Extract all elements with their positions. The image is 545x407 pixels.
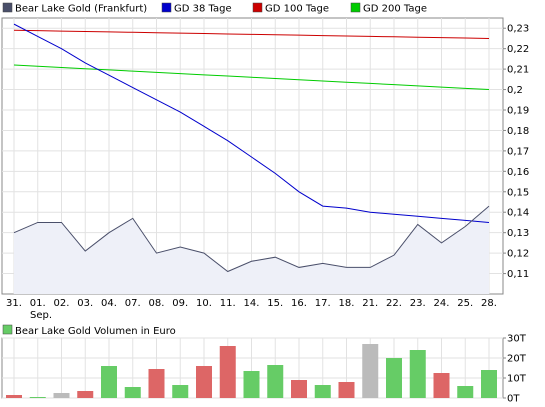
price-y-tick-label: 0,16	[507, 167, 529, 178]
price-y-tick-label: 0,15	[507, 187, 529, 198]
volume-y-tick-label: 20T	[507, 354, 527, 365]
x-tick-label: 16.	[291, 298, 307, 309]
volume-y-tick-label: 0T	[507, 394, 520, 405]
series-line-0	[13, 205, 490, 273]
volume-panel: Bear Lake Gold Volumen in Euro 0T 10T 20T 3…	[1, 324, 527, 405]
volume-bar	[457, 386, 474, 398]
price-y-tick-label: 0,19	[507, 106, 529, 117]
x-tick-label: 10.	[196, 298, 212, 309]
series-line-2	[13, 29, 490, 39]
volume-bar	[481, 370, 497, 398]
volume-bar	[101, 366, 117, 398]
x-tick-label: 09.	[172, 298, 188, 309]
x-tick-label: 25.	[457, 298, 473, 309]
volume-bar	[291, 380, 307, 398]
volume-y-axis: 0T 10T 20T 30T	[503, 334, 527, 405]
volume-bar	[77, 391, 94, 398]
price-y-tick-label: 0,21	[507, 65, 529, 76]
price-y-tick-label: 0,14	[507, 208, 529, 219]
price-y-tick-label: 0,11	[507, 269, 529, 280]
x-tick-label: 01.	[30, 298, 46, 309]
price-panel: 0,11 0,12 0,13 0,14 0,15 0,16 0,17 0,18 0,19 0,2 0…	[1, 2, 529, 321]
volume-bar	[172, 385, 189, 398]
price-x-axis: 31. 01. 02. 03. 04. 07. 08. 09. 10. 11. 14. 15. 16. 1…	[6, 298, 497, 309]
legend-label: GD 38 Tage	[174, 4, 232, 15]
x-tick-label: 11.	[220, 298, 236, 309]
volume-y-tick-label: 30T	[507, 334, 527, 345]
series-line-1	[13, 23, 490, 223]
x-tick-label: 02.	[54, 298, 70, 309]
x-tick-label: 04.	[101, 298, 117, 309]
month-label: Sep.	[30, 310, 52, 321]
price-y-tick-label: 0,2	[507, 85, 523, 96]
x-tick-label: 17.	[315, 298, 331, 309]
price-y-tick-label: 0,17	[507, 146, 529, 157]
x-tick-label: 15.	[267, 298, 283, 309]
legend-swatch	[2, 2, 13, 13]
x-tick-label: 07.	[125, 298, 141, 309]
price-legend: Bear Lake Gold (Frankfurt) GD 38 Tage GD 1…	[2, 2, 427, 15]
volume-bar	[29, 397, 46, 398]
legend-swatch	[350, 2, 361, 13]
x-tick-label: 22.	[386, 298, 402, 309]
x-tick-label: 14.	[244, 298, 260, 309]
x-tick-label: 31.	[6, 298, 22, 309]
price-series	[13, 23, 490, 294]
volume-bar	[148, 369, 165, 398]
x-tick-label: 23.	[410, 298, 426, 309]
price-y-tick-label: 0,18	[507, 126, 529, 137]
legend-label: GD 200 Tage	[363, 4, 427, 15]
volume-bar	[196, 366, 212, 398]
volume-bar	[386, 358, 402, 398]
price-y-tick-label: 0,12	[507, 249, 529, 260]
volume-bar	[409, 350, 426, 398]
volume-bar	[338, 382, 355, 398]
volume-bar	[219, 346, 236, 398]
volume-bars	[6, 344, 497, 398]
legend-swatch	[252, 2, 263, 13]
legend-label: GD 100 Tage	[265, 4, 329, 15]
x-tick-label: 03.	[77, 298, 93, 309]
volume-bar	[124, 387, 141, 398]
x-tick-label: 18.	[339, 298, 355, 309]
price-y-tick-label: 0,13	[507, 228, 529, 239]
series-line-3	[13, 64, 490, 91]
volume-legend-swatch	[2, 324, 13, 335]
legend-swatch	[161, 2, 172, 13]
volume-bar	[53, 393, 70, 398]
volume-legend-label: Bear Lake Gold Volumen in Euro	[15, 326, 176, 337]
x-tick-label: 08.	[149, 298, 165, 309]
volume-bar	[6, 395, 22, 398]
price-y-axis: 0,11 0,12 0,13 0,14 0,15 0,16 0,17 0,18 0,19 0,2 0…	[503, 24, 529, 280]
legend-label: Bear Lake Gold (Frankfurt)	[15, 4, 147, 15]
volume-bar	[433, 373, 450, 398]
x-tick-label: 24.	[434, 298, 450, 309]
volume-bar	[267, 365, 284, 398]
volume-y-tick-label: 10T	[507, 374, 527, 385]
price-area	[14, 206, 489, 294]
x-tick-label: 21.	[362, 298, 378, 309]
price-y-tick-label: 0,22	[507, 44, 529, 55]
volume-bar	[243, 371, 260, 398]
x-tick-label: 28.	[481, 298, 497, 309]
price-y-tick-label: 0,23	[507, 24, 529, 35]
volume-bar	[314, 385, 331, 398]
volume-bar	[362, 344, 379, 398]
